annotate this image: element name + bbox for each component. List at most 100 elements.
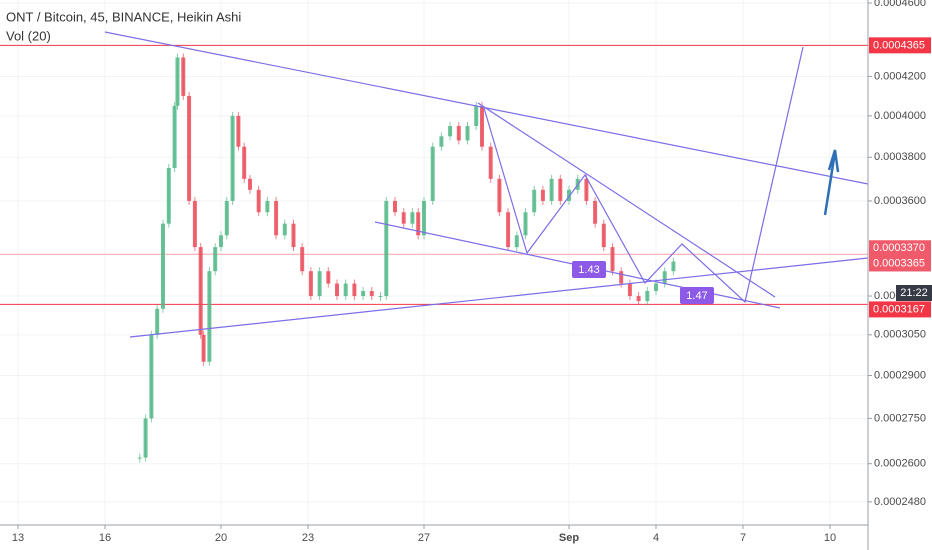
price-badge-label: 0.0003370 — [873, 242, 925, 254]
candle — [187, 95, 192, 201]
candle — [207, 271, 212, 362]
candle — [160, 223, 165, 309]
y-tick-label: 0.0004000 — [874, 110, 926, 122]
price-badge — [869, 255, 931, 272]
candle — [326, 271, 331, 284]
annotation-box — [572, 261, 606, 278]
candle — [218, 235, 223, 248]
candle — [291, 223, 296, 248]
candle — [369, 291, 374, 297]
trend-line — [129, 257, 869, 338]
candle — [172, 105, 177, 168]
candle — [352, 283, 357, 297]
candle — [274, 200, 279, 236]
candle — [236, 115, 241, 147]
candle — [566, 189, 571, 201]
price-badge-label: 0.0004365 — [873, 39, 925, 51]
price-badge-label: 0.0003167 — [873, 303, 925, 315]
candle — [654, 283, 659, 292]
candle — [610, 247, 615, 272]
candle — [317, 271, 322, 297]
candle — [242, 146, 247, 179]
x-tick-label: 27 — [418, 532, 430, 544]
candle — [213, 247, 218, 272]
countdown-badge — [896, 285, 932, 301]
candle — [378, 296, 383, 298]
candle — [479, 105, 484, 147]
pattern — [483, 46, 804, 304]
candle — [627, 283, 632, 297]
candle — [601, 223, 606, 248]
annotation: 1.47 — [686, 290, 707, 302]
candle — [166, 167, 171, 224]
candle — [230, 115, 235, 201]
candle — [540, 189, 545, 201]
y-tick-label: 0.0003800 — [874, 151, 926, 163]
candle — [361, 291, 366, 297]
x-tick-label: 7 — [740, 532, 746, 544]
volume-label: Vol (20) — [6, 28, 51, 43]
x-tick-label: 16 — [99, 532, 111, 544]
candle — [421, 200, 426, 236]
y-tick-label: 0.0003050 — [874, 329, 926, 341]
candle — [430, 146, 435, 201]
candle — [201, 334, 206, 362]
candle — [439, 136, 444, 147]
candle — [192, 200, 197, 248]
candle — [593, 200, 598, 224]
candle — [465, 126, 470, 141]
x-tick-label: 20 — [215, 532, 227, 544]
candle — [334, 283, 339, 297]
candle — [410, 212, 415, 224]
candle — [506, 212, 511, 248]
candle — [558, 178, 563, 201]
candle — [497, 178, 502, 213]
candle — [636, 296, 641, 302]
y-tick-label: 0.0002900 — [874, 369, 926, 381]
y-tick-label: 0.0003600 — [874, 195, 926, 207]
y-tick-label: 0.0002480 — [874, 496, 926, 508]
x-tick-label: 10 — [824, 532, 836, 544]
candle — [514, 235, 519, 248]
candle — [671, 261, 676, 272]
candle — [401, 212, 406, 224]
trend-line — [477, 102, 776, 298]
candle — [384, 200, 389, 297]
price-badge — [869, 37, 931, 54]
axes: 0.0004600 0.0004200 0.0004000 0.0003800 0.00… — [12, 0, 932, 544]
candle — [300, 247, 305, 272]
arrow — [823, 149, 840, 216]
candle — [343, 283, 348, 297]
candle — [523, 212, 528, 236]
candle — [488, 146, 493, 179]
annotation: 1.43 — [578, 264, 599, 276]
candle — [143, 418, 148, 458]
candle — [549, 178, 554, 201]
candle — [181, 57, 186, 96]
candle — [198, 247, 203, 335]
price-badge — [869, 301, 931, 318]
candle — [256, 189, 261, 213]
candle — [282, 223, 287, 236]
y-tick-label: 0.0002750 — [874, 412, 926, 424]
candle — [584, 178, 589, 201]
candle — [645, 291, 650, 302]
candle — [456, 126, 461, 141]
x-tick-label: 13 — [12, 532, 24, 544]
candle — [175, 57, 180, 106]
candle — [155, 308, 160, 335]
candle — [247, 178, 252, 190]
x-tick-label: 23 — [302, 532, 314, 544]
candle — [392, 200, 397, 213]
candle — [662, 271, 667, 284]
candle — [532, 189, 537, 213]
candle — [137, 457, 142, 459]
candle — [224, 200, 229, 236]
candle — [474, 105, 479, 127]
countdown: 21:22 — [900, 287, 928, 299]
y-tick-label: 0.0002600 — [874, 458, 926, 470]
y-tick-label: 0.0004200 — [874, 70, 926, 82]
candle — [265, 200, 270, 213]
